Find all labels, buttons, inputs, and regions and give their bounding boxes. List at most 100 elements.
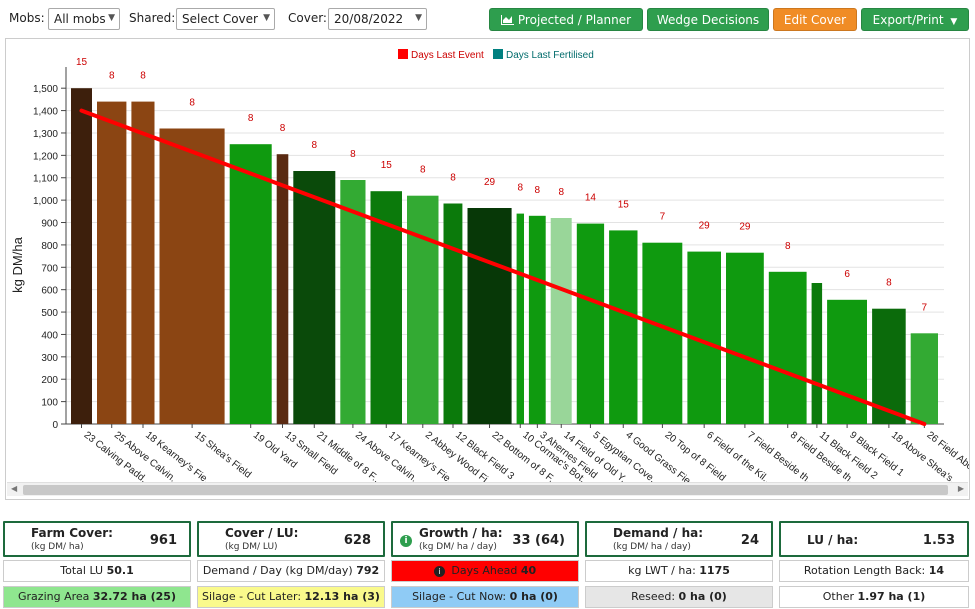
total-lu-label: Total LU	[60, 564, 104, 577]
y-tick-label: 400	[41, 330, 58, 341]
days-last-event-label: 8	[517, 183, 523, 194]
chart-svg: 0 100 200 300 400 500 600 700 800 900 1,000 1,100 1,…	[10, 49, 969, 484]
scroll-left-icon[interactable]: ◀	[11, 484, 18, 493]
info-icon[interactable]: i	[433, 566, 445, 577]
growth-value: 33 (64)	[512, 533, 565, 548]
y-tick-label: 100	[41, 398, 58, 409]
days-last-event-label: 15	[381, 160, 393, 171]
wedge-decisions-label: Wedge Decisions	[656, 13, 760, 27]
y-tick-label: 1,100	[33, 174, 58, 185]
chart-scrollbar[interactable]: ◀ ▶	[7, 482, 968, 496]
y-tick-label: 900	[41, 219, 58, 230]
target-line	[79, 108, 927, 426]
y-tick-label: 500	[41, 308, 58, 319]
silage-cut-later-cell: Silage - Cut Later: 12.13 ha (3)	[197, 586, 385, 608]
legend-swatch-days-last-event	[398, 49, 408, 59]
days-last-event-label: 8	[109, 71, 115, 82]
days-last-event-label: 6	[844, 269, 850, 280]
bar[interactable]	[467, 208, 512, 424]
bar[interactable]	[229, 144, 272, 424]
days-ahead-value: 40	[520, 564, 537, 577]
days-ahead-cell: i Days Ahead 40	[391, 560, 579, 582]
demand-day-label: Demand / Day (kg DM/day)	[202, 564, 353, 577]
projected-planner-button[interactable]: Projected / Planner	[489, 8, 643, 31]
bar[interactable]	[609, 230, 638, 424]
silage-cut-now-cell: Silage - Cut Now: 0 ha (0)	[391, 586, 579, 608]
bar[interactable]	[811, 283, 823, 424]
projected-planner-label: Projected / Planner	[517, 13, 632, 27]
farm-cover-unit: (kg DM/ ha)	[31, 542, 84, 552]
y-tick-label: 1,200	[33, 151, 58, 162]
wedge-decisions-button[interactable]: Wedge Decisions	[647, 8, 769, 31]
growth-unit: (kg DM/ ha / day)	[419, 542, 497, 552]
days-last-event-label: 8	[311, 140, 317, 151]
bar[interactable]	[131, 101, 155, 424]
bar[interactable]	[443, 203, 463, 425]
lwt-value: 1175	[699, 564, 730, 577]
rotation-length-cell: Rotation Length Back: 14	[779, 560, 969, 582]
bar[interactable]	[910, 333, 938, 424]
chevron-down-icon: ▼	[108, 13, 115, 23]
reseed-value: 0 ha (0)	[678, 590, 727, 603]
days-last-event-label: 29	[739, 222, 751, 233]
toolbar: Mobs: All mobs ▼ Shared: Select Cover ▼ …	[0, 0, 975, 36]
farm-cover-box: Farm Cover: (kg DM/ ha) 961	[3, 521, 191, 557]
edit-cover-button[interactable]: Edit Cover	[773, 8, 857, 31]
cover-select[interactable]: 20/08/2022 ▼	[328, 8, 427, 30]
lwt-cell: kg LWT / ha: 1175	[585, 560, 773, 582]
bar[interactable]	[516, 213, 524, 424]
days-last-event-label: 7	[660, 212, 666, 223]
cover-lu-box: Cover / LU: (kg DM/ LU) 628	[197, 521, 385, 557]
export-print-label: Export/Print	[872, 13, 944, 27]
lu-ha-label: LU / ha:	[807, 533, 859, 547]
silage-cut-now-value: 0 ha (0)	[509, 590, 558, 603]
cover-lu-label: Cover / LU:	[225, 526, 299, 540]
silage-cut-now-label: Silage - Cut Now:	[412, 590, 507, 603]
other-label: Other	[822, 590, 854, 603]
bar[interactable]	[528, 215, 546, 424]
demand-unit: (kg DM/ ha / day)	[613, 542, 691, 552]
growth-box: i Growth / ha: (kg DM/ ha / day) 33 (64)	[391, 521, 579, 557]
bar[interactable]	[293, 171, 336, 424]
days-last-event-label: 14	[585, 193, 597, 204]
lwt-label: kg LWT / ha:	[628, 564, 696, 577]
days-last-event-label: 8	[248, 113, 254, 124]
stats-row: Farm Cover: (kg DM/ ha) 961 Cover / LU: …	[0, 521, 975, 557]
other-cell: Other 1.97 ha (1)	[779, 586, 969, 608]
lu-ha-box: LU / ha: 1.53	[779, 521, 969, 557]
edit-cover-label: Edit Cover	[783, 13, 847, 27]
y-tick-label: 300	[41, 353, 58, 364]
bar[interactable]	[97, 101, 127, 424]
bar[interactable]	[407, 195, 439, 424]
bar[interactable]	[159, 128, 225, 425]
info-icon[interactable]: i	[400, 535, 412, 547]
growth-label: Growth / ha:	[419, 526, 503, 540]
bar[interactable]	[768, 271, 807, 424]
days-last-event-label: 8	[280, 123, 286, 134]
area-chart-icon	[500, 15, 514, 25]
total-lu-cell: Total LU 50.1	[3, 560, 191, 582]
days-last-event-label: 8	[420, 165, 426, 176]
bar[interactable]	[550, 218, 572, 424]
export-print-button[interactable]: Export/Print ▼	[861, 8, 969, 31]
bar[interactable]	[71, 88, 92, 424]
demand-day-cell: Demand / Day (kg DM/day) 792	[197, 560, 385, 582]
y-tick-label: 200	[41, 375, 58, 386]
bar[interactable]	[276, 154, 289, 424]
days-last-event-label: 8	[189, 97, 195, 108]
bar[interactable]	[576, 223, 605, 424]
bar[interactable]	[726, 252, 764, 424]
scrollbar-thumb[interactable]	[23, 485, 948, 495]
silage-cut-later-label: Silage - Cut Later:	[202, 590, 302, 603]
bar[interactable]	[370, 191, 403, 424]
scroll-right-icon[interactable]: ▶	[957, 484, 964, 493]
demand-day-value: 792	[356, 564, 380, 577]
bar[interactable]	[340, 180, 366, 424]
demand-value: 24	[740, 533, 759, 548]
y-tick-label: 800	[41, 241, 58, 252]
bar[interactable]	[827, 299, 867, 424]
mobs-select[interactable]: All mobs ▼	[48, 8, 120, 30]
shared-select[interactable]: Select Cover ▼	[176, 8, 275, 30]
grazing-area-value: 32.72 ha (25)	[92, 590, 176, 603]
days-last-event-label: 8	[558, 187, 564, 198]
